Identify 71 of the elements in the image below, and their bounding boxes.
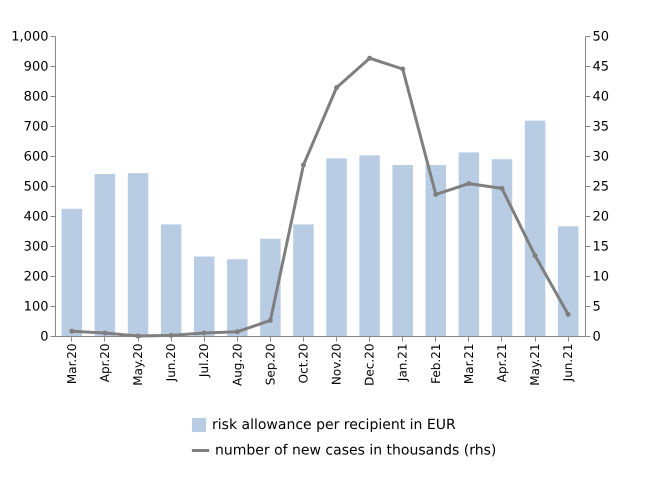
y-tick-label: 900 xyxy=(24,60,48,74)
point xyxy=(300,162,306,168)
y-tick-label: 200 xyxy=(24,270,48,284)
y2-tick-label: 0 xyxy=(592,330,601,344)
point xyxy=(102,330,108,336)
point xyxy=(202,330,207,336)
point xyxy=(400,66,406,72)
y2-tick-label: 25 xyxy=(592,180,610,194)
x-tick-label: Jun.20 xyxy=(164,344,178,382)
bar xyxy=(458,152,480,336)
bar xyxy=(128,173,148,336)
point xyxy=(566,312,571,317)
point xyxy=(466,181,472,186)
bar xyxy=(94,174,116,336)
point xyxy=(532,253,538,258)
bar xyxy=(492,159,512,336)
y2-tick-label: 45 xyxy=(592,60,610,74)
y2-tick-label: 20 xyxy=(592,210,610,224)
x-tick-label: Feb.21 xyxy=(428,344,443,384)
point xyxy=(268,318,273,323)
y2-tick-label: 35 xyxy=(592,120,610,134)
bar xyxy=(293,224,314,336)
bar xyxy=(227,259,248,336)
y2-tick-label: 5 xyxy=(592,300,601,314)
x-tick-label: Oct.20 xyxy=(296,344,310,384)
y-tick-label: 700 xyxy=(24,120,48,134)
point xyxy=(499,186,504,191)
x-tick-label: Jun.21 xyxy=(561,344,576,382)
bar xyxy=(426,165,446,336)
point xyxy=(433,192,438,197)
y2-tick-label: 30 xyxy=(592,150,610,164)
legend-label: risk allowance per recipient in EUR xyxy=(212,417,456,433)
bar xyxy=(558,226,578,336)
x-tick-label: May.20 xyxy=(131,344,146,386)
x-tick-label: Apr.20 xyxy=(98,344,112,382)
legend-label: number of new cases in thousands (rhs) xyxy=(215,442,496,458)
x-tick-label: Mar.20 xyxy=(64,344,79,384)
x-tick-label: Nov.20 xyxy=(330,344,344,386)
bar xyxy=(260,238,281,336)
y-tick-label: 100 xyxy=(24,300,48,314)
bar xyxy=(194,256,214,336)
bar xyxy=(392,165,413,336)
point xyxy=(334,85,340,90)
point xyxy=(69,328,74,334)
x-tick-label: Jul.20 xyxy=(197,344,212,378)
bar xyxy=(62,208,82,336)
y-tick-label: 500 xyxy=(24,180,48,194)
x-tick-label: Aug.20 xyxy=(230,344,244,386)
y-tick-label: 300 xyxy=(24,240,48,254)
x-tick-label: Dec.20 xyxy=(362,344,377,386)
x-tick-label: Apr.21 xyxy=(494,344,509,382)
bar xyxy=(359,155,380,336)
y-tick-label: 0 xyxy=(40,330,48,344)
y-tick-label: 800 xyxy=(24,90,48,104)
bar xyxy=(524,120,546,336)
y2-tick-label: 40 xyxy=(592,90,610,104)
bar xyxy=(160,224,182,336)
x-tick-label: Mar.21 xyxy=(462,344,476,384)
y-tick-label: 1,000 xyxy=(11,30,48,44)
y-tick-label: 400 xyxy=(24,210,48,224)
x-tick-label: Jan.21 xyxy=(396,344,410,382)
y2-tick-label: 15 xyxy=(592,240,610,254)
y-tick-label: 600 xyxy=(24,150,48,164)
y2-tick-label: 10 xyxy=(592,270,610,284)
y2-tick-label: 50 xyxy=(592,30,610,44)
point xyxy=(234,329,240,334)
bar xyxy=(326,158,347,336)
point xyxy=(367,56,372,61)
x-tick-label: May.21 xyxy=(528,344,542,386)
point xyxy=(168,332,174,338)
x-tick-label: Sep.20 xyxy=(263,344,278,386)
